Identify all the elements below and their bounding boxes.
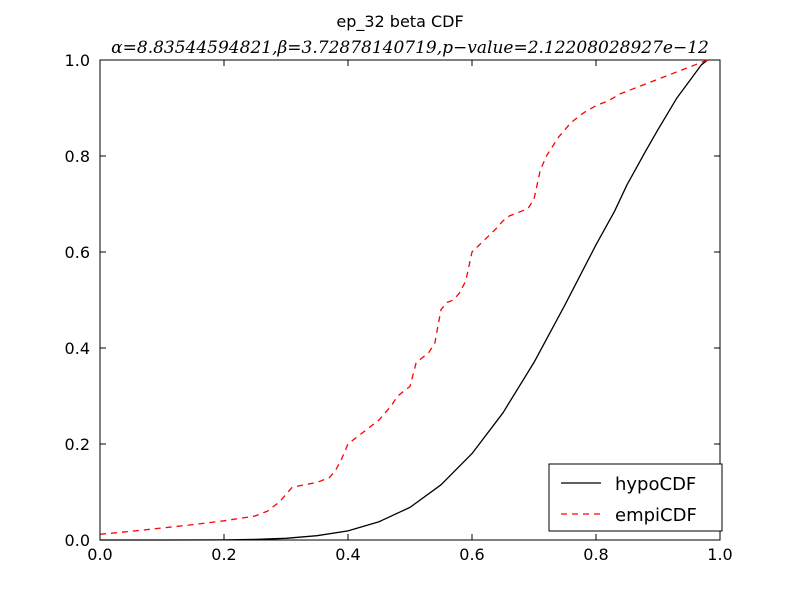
x-tick-label: 0.6 — [459, 545, 484, 564]
y-tick-label: 0.4 — [65, 339, 90, 358]
series-line-empicdf — [99, 59, 708, 535]
axes-frame — [99, 59, 721, 541]
legend-box — [548, 463, 723, 532]
plot-area: 0.0 0.2 0.4 0.6 0.8 1.0 0.0 0.2 0.4 0.6 0.8 1.0 — [65, 51, 733, 564]
y-tick-label: 0.8 — [65, 147, 90, 166]
y-tick-label: 0.2 — [65, 435, 90, 454]
y-tick-label: 0.0 — [65, 531, 90, 550]
tick-layer: 0.0 0.2 0.4 0.6 0.8 1.0 0.0 0.2 0.4 0.6 0.8 1.0 — [65, 51, 733, 564]
legend-label-empicdf: empiCDF — [615, 505, 697, 526]
series-layer — [99, 59, 708, 541]
x-tick-label: 0.0 — [87, 545, 112, 564]
x-tick-label: 0.4 — [335, 545, 360, 564]
y-tick-label: 0.6 — [65, 243, 90, 262]
x-tick-label: 0.2 — [211, 545, 236, 564]
chart-title: ep_32 beta CDF — [336, 12, 463, 32]
legend: hypoCDF empiCDF — [548, 463, 723, 532]
series-line-hypocdf — [100, 59, 708, 541]
x-tick-label: 0.8 — [583, 545, 608, 564]
y-tick-label: 1.0 — [65, 51, 90, 70]
chart-subtitle: α=8.83544594821,β=3.72878140719,p−value=… — [111, 38, 709, 58]
x-tick-label: 1.0 — [707, 545, 732, 564]
legend-label-hypocdf: hypoCDF — [615, 474, 696, 495]
